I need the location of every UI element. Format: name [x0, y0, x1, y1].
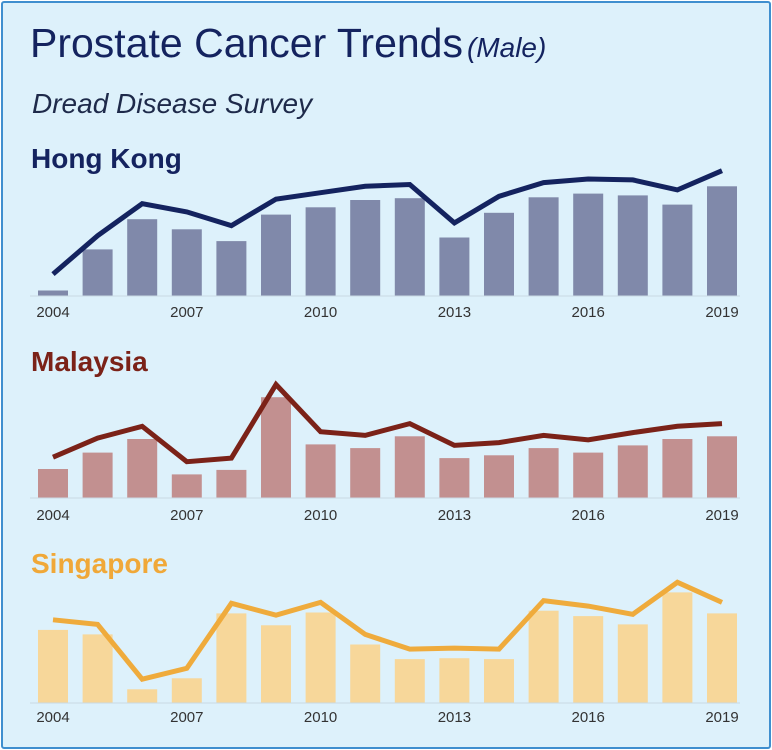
hong-kong-bar-2011	[350, 200, 381, 296]
malaysia-tick-2004: 2004	[36, 507, 69, 524]
hong-kong-bar-2015	[528, 197, 559, 296]
singapore-bar-2017	[617, 624, 648, 703]
hong-kong-tick-2007: 2007	[170, 304, 203, 321]
singapore-chart: 2004 2007 2010 2013 2016 2019	[30, 579, 740, 726]
singapore-bar-2019	[707, 613, 737, 703]
malaysia-bar-2005	[82, 452, 113, 498]
malaysia-bar-2015	[528, 448, 559, 498]
malaysia-bar-2010	[305, 444, 336, 498]
hong-kong-tick-2016: 2016	[572, 304, 605, 321]
malaysia-bar-2004	[38, 469, 68, 498]
singapore-trend-line	[52, 579, 724, 683]
malaysia-tick-2013: 2013	[438, 507, 471, 524]
singapore-bar-2012	[394, 659, 425, 703]
singapore-bar-2007	[171, 678, 202, 703]
singapore-tick-2013: 2013	[438, 709, 471, 726]
hong-kong-bar-2004	[38, 290, 68, 296]
hong-kong-bar-2005	[82, 249, 113, 296]
malaysia-tick-2019: 2019	[705, 507, 738, 524]
singapore-bar-2010	[305, 612, 336, 703]
malaysia-bar-2006	[127, 439, 158, 498]
hong-kong-bar-2013	[439, 237, 470, 296]
singapore-bar-2014	[484, 659, 514, 703]
hong-kong-bar-2017	[617, 195, 648, 296]
malaysia-bar-2018	[662, 439, 693, 498]
malaysia-bar-2019	[707, 436, 737, 498]
singapore-bar-2009	[261, 625, 291, 703]
malaysia-trend-line	[52, 380, 723, 465]
singapore-bar-2013	[439, 658, 470, 703]
hong-kong-bar-2016	[573, 193, 604, 296]
singapore-tick-2010: 2010	[304, 709, 337, 726]
hong-kong-bar-2006	[127, 219, 158, 296]
hong-kong-tick-2010: 2010	[304, 304, 337, 321]
hong-kong-bar-2012	[394, 198, 425, 296]
malaysia-bar-2009	[261, 397, 291, 498]
malaysia-bar-2013	[439, 458, 470, 498]
singapore-bar-2004	[38, 629, 68, 703]
singapore-bar-2016	[573, 616, 604, 703]
malaysia-bar-2012	[394, 436, 425, 498]
singapore-tick-2019: 2019	[705, 709, 738, 726]
malaysia-tick-2016: 2016	[572, 507, 605, 524]
title-main: Prostate Cancer Trends	[30, 20, 463, 66]
malaysia-bar-2014	[484, 455, 514, 498]
singapore-bar-2005	[82, 634, 113, 703]
hong-kong-bar-2007	[171, 229, 202, 296]
malaysia-bar-2017	[617, 445, 648, 498]
singapore-bar-2011	[350, 644, 381, 703]
malaysia-tick-2007: 2007	[170, 507, 203, 524]
malaysia-bar-2016	[573, 452, 604, 498]
hong-kong-bar-2018	[662, 204, 693, 296]
singapore-tick-2007: 2007	[170, 709, 203, 726]
malaysia-title: Malaysia	[31, 346, 148, 377]
hong-kong-bar-2009	[261, 214, 291, 296]
malaysia-bar-2011	[350, 448, 381, 498]
page-subtitle: Dread Disease Survey	[32, 88, 313, 119]
hong-kong-bar-2019	[707, 186, 737, 296]
hong-kong-tick-2019: 2019	[705, 304, 738, 321]
singapore-tick-2004: 2004	[36, 709, 69, 726]
malaysia-bar-2007	[171, 474, 202, 498]
singapore-title: Singapore	[31, 548, 168, 579]
hong-kong-bar-2008	[216, 241, 247, 296]
page-title: Prostate Cancer Trends (Male)	[30, 20, 546, 67]
singapore-bar-2008	[216, 613, 247, 703]
singapore-tick-2016: 2016	[572, 709, 605, 726]
hong-kong-trend-line	[51, 168, 723, 276]
title-suffix: (Male)	[466, 32, 547, 63]
singapore-bar-2018	[662, 592, 693, 703]
hong-kong-bar-2010	[305, 207, 336, 296]
malaysia-chart: 2004 2007 2010 2013 2016 2019	[30, 380, 740, 524]
singapore-bar-2015	[528, 610, 559, 703]
malaysia-tick-2010: 2010	[304, 507, 337, 524]
hong-kong-tick-2013: 2013	[438, 304, 471, 321]
hong-kong-title: Hong Kong	[31, 143, 182, 174]
hong-kong-tick-2004: 2004	[36, 304, 69, 321]
malaysia-bar-2008	[216, 469, 247, 498]
singapore-bar-2006	[127, 689, 158, 703]
hong-kong-chart: 2004 2007 2010 2013 2016 2019	[30, 168, 740, 321]
hong-kong-bar-2014	[484, 212, 514, 296]
